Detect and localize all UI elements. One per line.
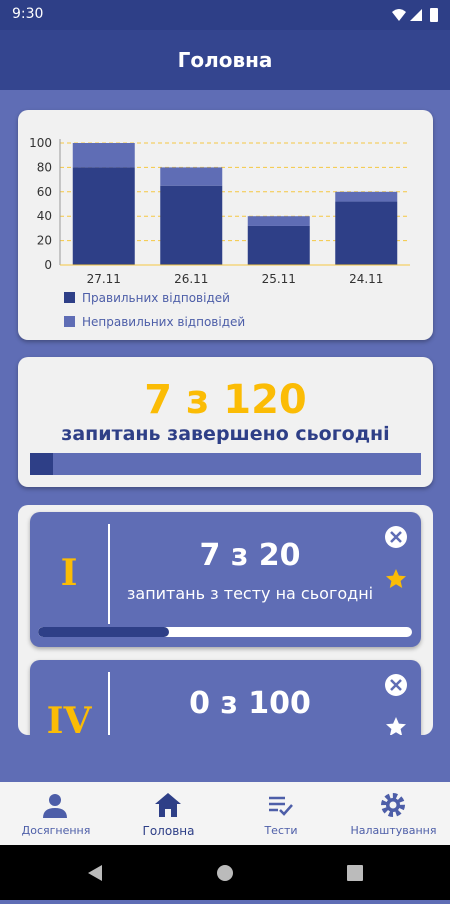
x-tick-label: 27.11 — [87, 272, 121, 286]
total: 20 — [258, 538, 301, 573]
star — [386, 569, 406, 588]
progress-bar — [30, 453, 421, 475]
separator: з — [220, 686, 238, 721]
y-tick-label: 100 — [29, 136, 52, 150]
nav-icon — [154, 793, 181, 817]
nav-item[interactable]: Головна — [113, 782, 225, 845]
legend-label: Неправильних відповідей — [82, 315, 245, 329]
system-buttons — [88, 865, 363, 881]
close-button[interactable] — [384, 673, 408, 697]
bottom-nav: Досягнення Головна Тести Налаштування — [0, 782, 450, 845]
bar-segment — [247, 225, 310, 265]
summary-caption: запитань завершено сьогодні — [61, 423, 390, 445]
nav-icon — [43, 794, 67, 818]
separator: з — [230, 538, 249, 573]
bar-segment — [335, 201, 398, 265]
y-tick-label: 80 — [37, 160, 52, 174]
done: 0 — [189, 686, 210, 721]
summary-card: 7 з 120 запитань завершено сьогодні — [18, 357, 433, 487]
back[interactable] — [88, 865, 102, 881]
test-caption: запитань з тесту на сьогодні — [126, 584, 374, 603]
app-bar: Головна — [0, 30, 450, 90]
x-tick-label: 25.11 — [262, 272, 296, 286]
system-nav — [0, 845, 450, 900]
total: 100 — [248, 686, 311, 721]
test-list: I 7 з 20 запитань з тесту на сьогодні IV 0 з… — [18, 505, 433, 735]
app-title: Головна — [177, 48, 273, 72]
nav-label: Головна — [142, 824, 195, 838]
nav-label: Досягнення — [21, 824, 91, 837]
x-tick-label: 24.11 — [349, 272, 383, 286]
bar-segment — [160, 167, 223, 186]
recents[interactable] — [347, 865, 363, 881]
done: 7 — [199, 538, 221, 573]
test-card[interactable]: I 7 з 20 запитань з тесту на сьогодні — [30, 512, 421, 647]
star — [386, 717, 406, 735]
nav-label: Тести — [264, 824, 298, 837]
chart-card: 0 20 40 60 80 100 27.11 26.11 25.11 24.11 Правильн… — [18, 110, 433, 340]
progress-bar — [38, 627, 412, 637]
nav-item[interactable]: Тести — [225, 782, 337, 845]
done: 7 — [144, 377, 173, 423]
nav-item[interactable]: Досягнення — [0, 782, 112, 845]
favorite-star[interactable] — [384, 567, 408, 591]
x-tick-label: 26.11 — [174, 272, 208, 286]
test-card[interactable]: IV 0 з 100 — [30, 660, 421, 735]
status-bar: 9:30 — [0, 0, 450, 30]
bar-segment — [160, 185, 223, 265]
progress-fill — [38, 627, 169, 637]
y-tick-label: 0 — [44, 258, 52, 272]
nav-icon — [269, 796, 293, 816]
close-x — [390, 679, 402, 691]
status-icons — [392, 8, 438, 22]
separator: з — [186, 377, 210, 423]
y-tick-label: 40 — [37, 209, 52, 223]
close-x — [390, 531, 402, 543]
bar-segment — [72, 143, 135, 168]
home[interactable] — [217, 865, 233, 881]
bar-segment — [335, 191, 398, 202]
close-button[interactable] — [384, 525, 408, 549]
total: 120 — [223, 377, 307, 423]
chart: 0 20 40 60 80 100 27.11 26.11 25.11 24.11 Правильн… — [29, 136, 410, 329]
summary-count: 7 з 120 — [18, 377, 433, 423]
test-count: 0 з 100 — [110, 686, 390, 721]
nav-label: Налаштування — [350, 824, 437, 837]
legend-swatch — [64, 316, 75, 327]
test-level: I — [60, 552, 78, 594]
test-count: 7 з 20 — [110, 538, 390, 573]
status-time: 9:30 — [12, 6, 44, 22]
nav-icon — [380, 793, 405, 817]
y-tick-label: 20 — [37, 234, 52, 248]
favorite-star[interactable] — [384, 715, 408, 735]
y-tick-label: 60 — [37, 185, 52, 199]
legend-swatch — [64, 292, 75, 303]
divider — [108, 524, 110, 624]
bar-segment — [72, 167, 135, 265]
divider — [108, 672, 110, 735]
bar-segment — [247, 216, 310, 226]
progress-fill — [30, 453, 53, 475]
test-level: IV — [46, 700, 92, 735]
nav-item[interactable]: Налаштування — [338, 782, 450, 845]
legend-label: Правильних відповідей — [82, 291, 230, 305]
